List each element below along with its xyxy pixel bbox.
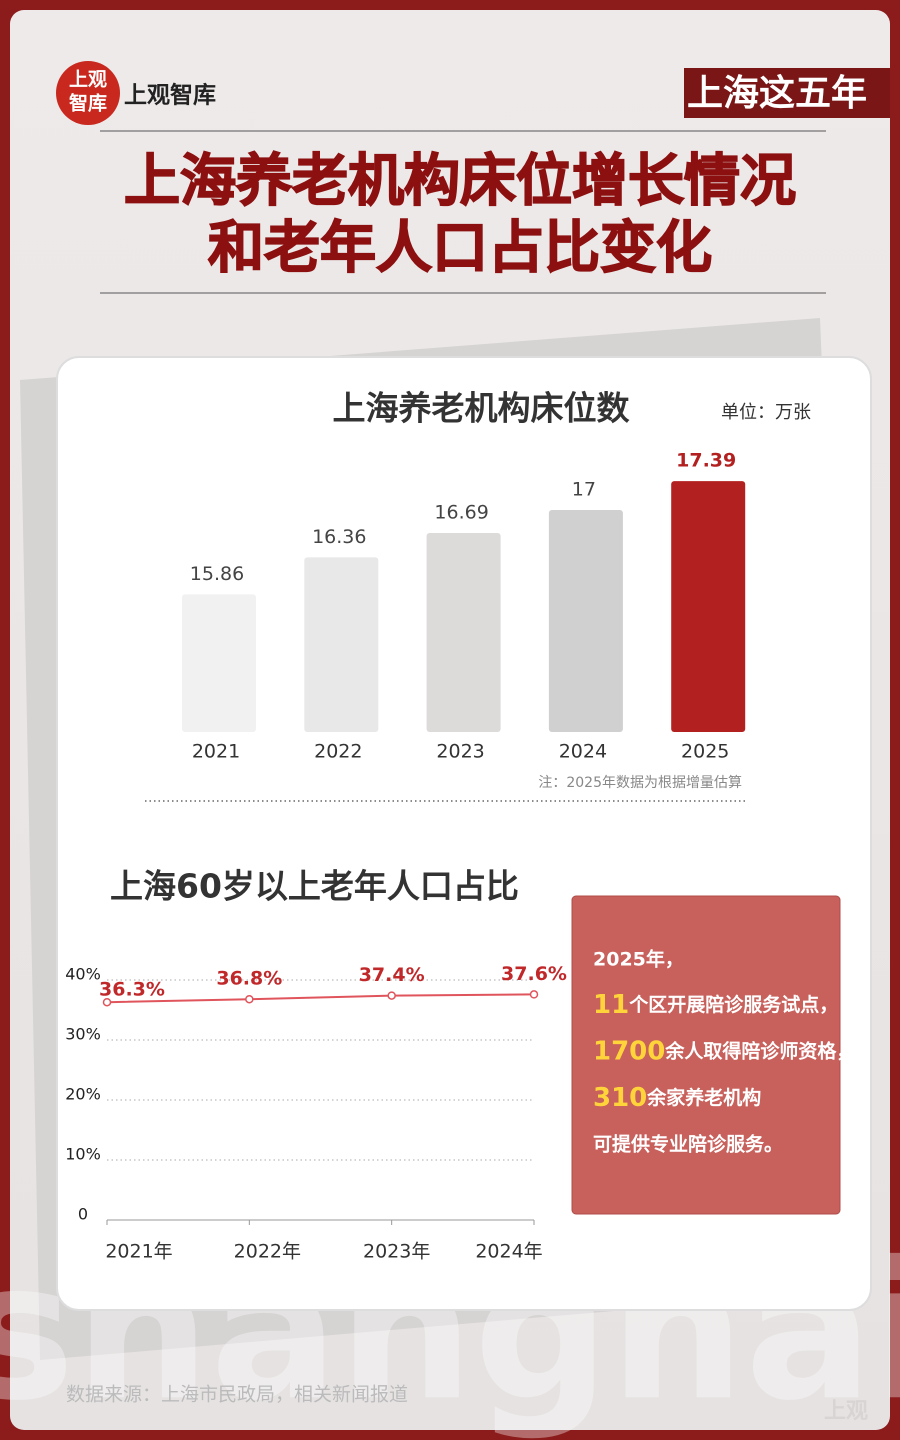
y-tick-label: 0 [78,1205,88,1224]
point [529,990,539,999]
tag: 上海这五年 [687,73,867,114]
value-label: 37.6% [501,963,567,985]
info-text: 个区开展陪诊服务试点， [628,993,838,1016]
value-label: 17 [572,479,596,501]
value-label: 15.86 [190,563,244,585]
value-label: 37.4% [359,964,425,986]
title: 上海养老机构床位增长情况 [124,149,796,214]
bar [182,594,256,732]
bar [304,557,379,732]
line [106,993,535,1004]
bar [548,510,623,732]
x-tick-label: 2025 [681,741,729,763]
tag-box [684,68,890,118]
x-tick-label: 2022 [314,741,362,763]
info-text: 余人取得陪诊师资格， [664,1039,855,1062]
bar [671,481,746,732]
logo-text: 上观 [69,69,107,91]
title: 和老年人口占比变化 [208,216,712,281]
value-label: 36.3% [99,979,165,1001]
y-tick-label: 20% [65,1085,101,1104]
unit: 单位：万张 [721,402,811,423]
value-label: 16.69 [434,501,488,523]
point [102,997,112,1007]
mark: 上观 [824,1399,868,1424]
value-label: 17.39 [676,450,736,472]
note: 注：2025年数据为根据增量估算 [538,775,742,791]
info-text: 余家养老机构 [646,1086,761,1109]
info-text: 可提供专业陪诊服务。 [593,1133,783,1156]
info-line: 11个区开展陪诊服务试点， [593,990,838,1020]
chart-title: 上海60岁以上老年人口占比 [110,867,519,906]
y-tick-label: 30% [65,1025,101,1044]
point [387,991,396,1000]
logo-text: 智库 [69,92,107,115]
value-label: 16.36 [312,526,366,548]
value-label: 36.8% [216,968,282,990]
info-text: 2025年， [593,948,684,971]
chart-title: 上海养老机构床位数 [333,389,631,428]
x-tick-label: 2024 [559,741,607,763]
x-tick-label: 2021 [192,741,240,763]
y-tick-label: 10% [65,1145,101,1164]
info-box [571,895,841,1215]
x-tick-label: 2023年 [363,1241,430,1263]
y-tick-label: 40% [65,965,101,984]
logo [56,61,120,125]
x-tick-label: 2023 [436,741,484,763]
bar [426,532,501,732]
source: 数据来源：上海市民政局，相关新闻报道 [66,1384,408,1406]
highlight-number: 1700 [593,1036,665,1066]
highlight-number: 11 [593,990,629,1020]
x-tick-label: 2021年 [105,1241,172,1263]
point [245,994,254,1004]
x-tick-label: 2024年 [475,1241,542,1263]
highlight-number: 310 [593,1083,647,1113]
info-line: 310余家养老机构 [593,1083,761,1113]
brand: 上观智库 [124,82,216,109]
x-tick-label: 2022年 [234,1241,301,1263]
info-line: 1700余人取得陪诊师资格， [593,1036,855,1066]
